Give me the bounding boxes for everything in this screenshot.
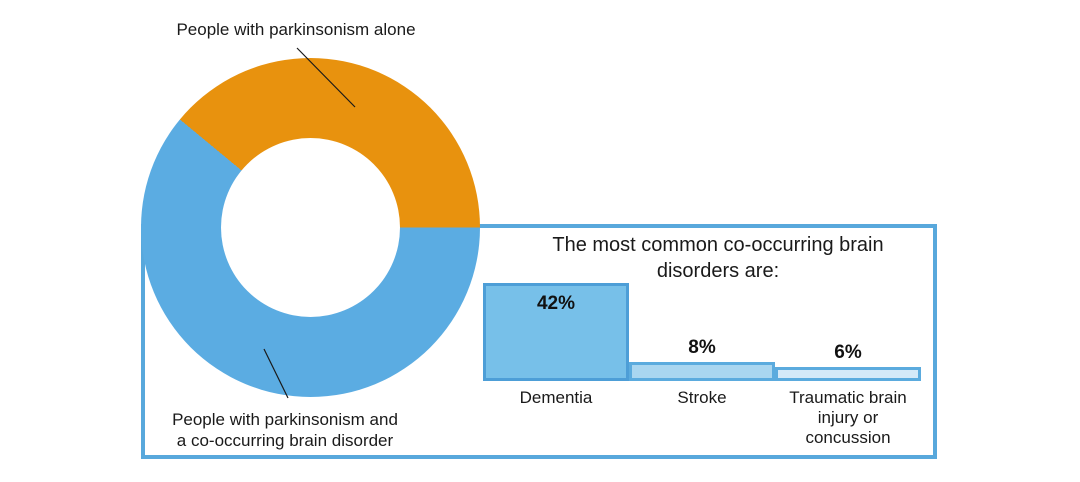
bar-category-label-stroke: Stroke (677, 388, 727, 407)
bar-chart-title: The most common co-occurring brain disor… (500, 232, 936, 284)
donut-label-alone: People with parkinsonism alone (176, 20, 416, 39)
donut-label-cooccurring-line1: People with parkinsonism and (172, 410, 398, 429)
bar-value-label-dementia: 42% (536, 293, 576, 314)
bar-value-label-stroke: 8% (688, 337, 716, 358)
donut-chart (141, 58, 480, 397)
bar-chart-title-line2: disorders are: (656, 260, 780, 282)
bar-group-traumatic-brain-injury-or-concussion: 6% (775, 283, 921, 381)
bar-group-dementia: 42% (483, 283, 629, 381)
bar-chart-title-line1: The most common co-occurring brain (552, 234, 884, 256)
bar-rect-dementia (483, 283, 629, 381)
bar-chart: 42% 8% 6% (483, 283, 921, 381)
bar-rect-traumatic-brain-injury-or-concussion (775, 367, 921, 381)
donut-label-cooccurring: People with parkinsonism and a co-occurr… (134, 409, 436, 451)
bar-rect-stroke (629, 362, 775, 381)
bar-value-label-traumatic-brain-injury-or-concussion: 6% (834, 342, 862, 363)
bar-category-label-traumatic-brain-injury-or-concussion: Traumatic brain injury or concussion (789, 388, 907, 447)
donut-hole (220, 137, 401, 318)
donut-label-cooccurring-line2: a co-occurring brain disorder (176, 431, 394, 450)
bar-group-stroke: 8% (629, 283, 775, 381)
bar-category-labels: Dementia Stroke Traumatic brain injury or … (483, 388, 921, 448)
bar-category-label-dementia: Dementia (519, 388, 593, 407)
